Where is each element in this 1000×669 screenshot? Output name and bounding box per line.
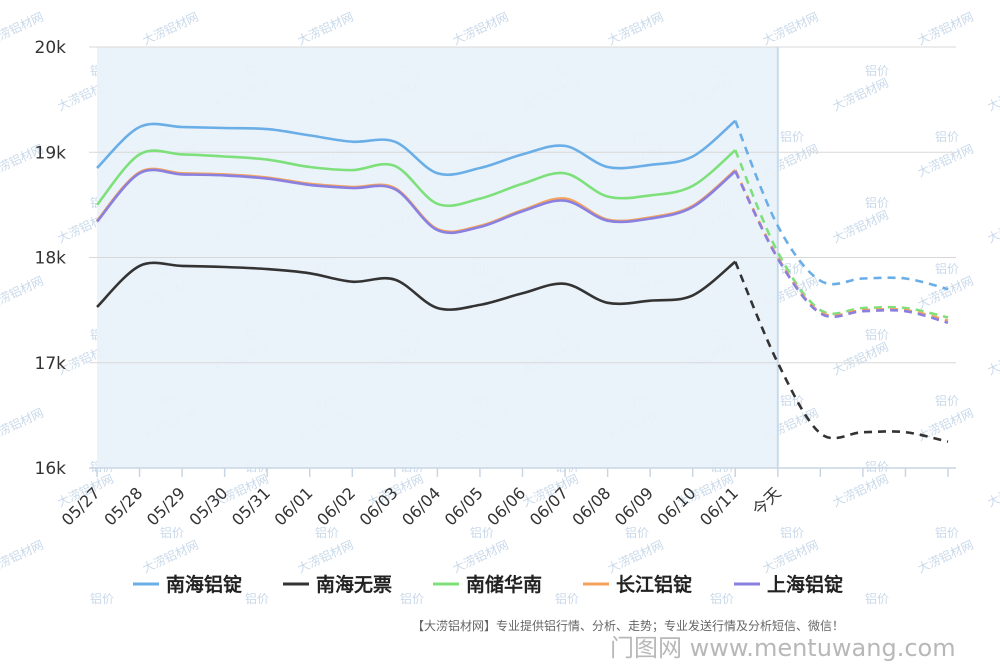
watermark-word: 铝价 (400, 591, 424, 606)
watermark-brand: 大涝铝材网 (0, 273, 46, 312)
x-tick-label: 今天 (749, 483, 785, 519)
x-tick-label: 06/02 (313, 483, 359, 529)
watermark-word: 铝价 (935, 525, 959, 540)
series-forecast-line-2 (734, 149, 949, 319)
watermark-word: 铝价 (865, 591, 889, 606)
x-tick-label: 05/29 (143, 483, 189, 529)
watermark-brand: 大涝铝材网 (295, 537, 356, 576)
watermark-brand: 大涝铝材网 (0, 537, 46, 576)
watermark-word: 铝价 (935, 393, 959, 408)
legend-label: 南海无票 (316, 573, 392, 596)
x-tick-label: 06/08 (568, 483, 614, 529)
watermark-word: 铝价 (315, 525, 339, 540)
watermark-word: 铝价 (160, 525, 184, 540)
watermark-brand: 大涝铝材网 (450, 537, 511, 576)
legend-label: 长江铝锭 (616, 573, 692, 596)
watermark-brand: 大涝铝材网 (985, 471, 1000, 510)
watermark-word: 铝价 (470, 525, 494, 540)
watermark-brand: 大涝铝材网 (450, 9, 511, 48)
watermark-word: 铝价 (935, 261, 959, 276)
watermark-word: 铝价 (245, 591, 269, 606)
watermark-brand: 大涝铝材网 (760, 537, 821, 576)
watermark-brand: 大涝铝材网 (140, 9, 201, 48)
watermark-brand: 大涝铝材网 (605, 9, 666, 48)
x-axis: 05/2705/2805/2905/3005/3106/0106/0206/03… (58, 467, 956, 529)
y-tick-label: 18k (35, 249, 67, 269)
watermark-brand: 大涝铝材网 (915, 9, 976, 48)
legend-label: 上海铝锭 (767, 573, 843, 596)
x-tick-label: 06/06 (483, 483, 529, 529)
y-tick-label: 17k (35, 354, 67, 374)
watermark-word: 铝价 (865, 459, 889, 474)
watermark-brand: 大涝铝材网 (830, 75, 891, 114)
watermark-word: 铝价 (865, 63, 889, 78)
watermark-brand: 大涝铝材网 (915, 141, 976, 180)
legend-label: 南海铝锭 (166, 573, 242, 596)
x-tick-label: 05/28 (100, 483, 146, 529)
series-line-2 (95, 149, 737, 208)
watermark-brand: 大涝铝材网 (985, 207, 1000, 246)
watermark-word: 铝价 (710, 591, 734, 606)
watermark-brand: 大涝铝材网 (0, 405, 46, 444)
series-line-0 (96, 119, 737, 177)
watermark-brand: 大涝铝材网 (830, 207, 891, 246)
watermark-word: 铝价 (865, 327, 889, 342)
watermark-word: 铝价 (625, 525, 649, 540)
legend: 南海铝锭 南海无票 南储华南 长江铝锭 上海铝锭 (133, 573, 843, 596)
y-tick-label: 20k (35, 38, 67, 58)
series-line-1 (96, 260, 737, 311)
series-forecast-line-1 (734, 261, 949, 443)
watermark-brand: 大涝铝材网 (985, 339, 1000, 378)
x-tick-label: 05/30 (185, 483, 231, 529)
watermark-brand: 大涝铝材网 (830, 339, 891, 378)
series-forecast-line-0 (734, 120, 949, 291)
watermark-brand: 大涝铝材网 (760, 9, 821, 48)
x-tick-label: 06/09 (611, 483, 657, 529)
footer-note: 【大涝铝材网】专业提供铝行情、分析、走势；专业发送行情及分析短信、微信！ (412, 618, 844, 633)
watermark-brand: 大涝铝材网 (140, 537, 201, 576)
x-tick-label: 06/01 (271, 483, 317, 529)
x-tick-label: 06/10 (653, 483, 699, 529)
x-tick-label: 06/05 (441, 483, 487, 529)
watermark-word: 铝价 (780, 129, 804, 144)
series-lines (95, 119, 949, 443)
watermark-brand: 大涝铝材网 (915, 537, 976, 576)
y-tick-label: 19k (35, 143, 67, 163)
y-tick-label: 16k (35, 459, 67, 479)
watermark-word: 铝价 (555, 591, 579, 606)
legend-label: 南储华南 (466, 573, 542, 596)
watermark-brand: 大涝铝材网 (915, 273, 976, 312)
watermark-word: 铝价 (935, 129, 959, 144)
watermark-word: 铝价 (780, 525, 804, 540)
series-forecast-line-4 (734, 170, 949, 325)
watermark-brand: 大涝铝材网 (985, 75, 1000, 114)
y-axis: 16k 17k 18k 19k 20k (35, 38, 67, 479)
watermark-word: 铝价 (865, 195, 889, 210)
watermark-brand: 大涝铝材网 (605, 537, 666, 576)
series-line-4 (96, 168, 737, 235)
watermark-brand: 大涝铝材网 (915, 405, 976, 444)
watermark-brand: 大涝铝材网 (295, 9, 356, 48)
site-watermark-text: 门图网 www.mentuwang.com (610, 634, 956, 662)
watermark-brand: 大涝铝材网 (830, 471, 891, 510)
watermark-word: 铝价 (90, 591, 114, 606)
